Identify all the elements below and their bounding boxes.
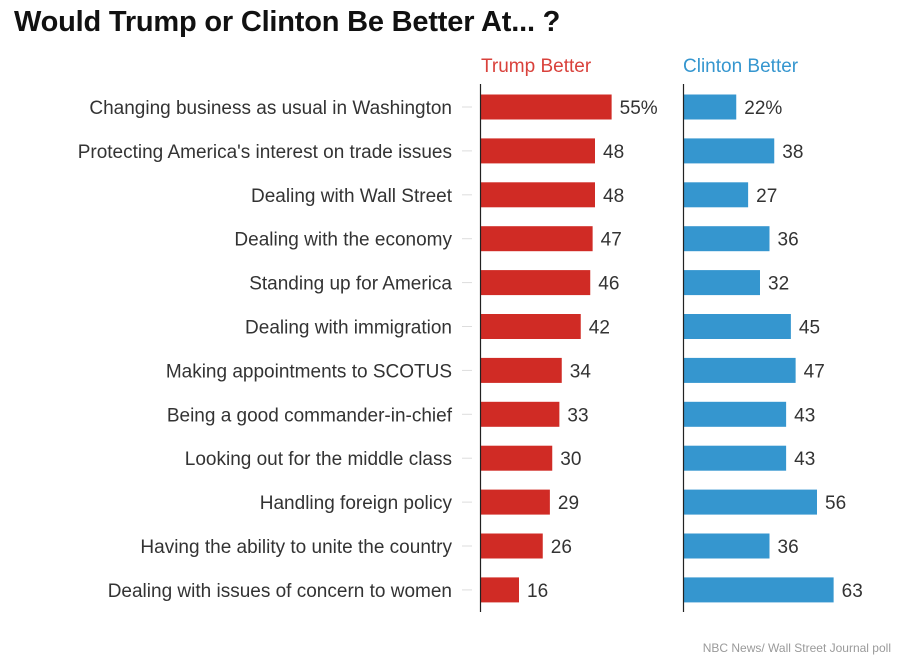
value-label-clinton: 43: [794, 405, 815, 426]
bar-trump: [481, 314, 581, 339]
bar-trump: [481, 270, 591, 296]
legend-clinton-better: Clinton Better: [683, 56, 799, 77]
bar-trump: [481, 138, 595, 164]
value-label-trump: 29: [558, 493, 579, 514]
value-label-trump: 16: [527, 581, 548, 602]
source-note: NBC News/ Wall Street Journal poll: [702, 641, 891, 655]
bar-clinton: [684, 226, 770, 252]
value-label-clinton: 22%: [744, 98, 782, 119]
category-label: Changing business as usual in Washington: [89, 98, 452, 119]
value-label-clinton: 63: [842, 581, 863, 602]
value-label-trump: 30: [560, 449, 581, 470]
value-label-clinton: 43: [794, 449, 815, 470]
bar-clinton: [684, 489, 817, 515]
bar-trump: [481, 445, 553, 471]
bar-clinton: [684, 401, 787, 427]
value-label-trump: 33: [567, 405, 588, 426]
bar-trump: [481, 182, 595, 208]
value-label-clinton: 56: [825, 493, 846, 514]
category-label: Making appointments to SCOTUS: [166, 361, 452, 382]
category-label: Being a good commander-in-chief: [167, 405, 453, 426]
category-label: Handling foreign policy: [260, 493, 453, 514]
bar-trump: [481, 94, 612, 120]
bar-trump: [481, 533, 543, 559]
category-label: Dealing with immigration: [245, 318, 452, 339]
value-label-clinton: 27: [756, 186, 777, 207]
bar-clinton: [684, 138, 775, 164]
value-labels: 55% 48 48 47 46 42 34 33 30 29 26 16 22% 38 27 36 32 45 47…: [527, 98, 863, 602]
category-labels: Changing business as usual in Washington…: [78, 98, 453, 602]
category-label: Dealing with Wall Street: [251, 186, 453, 207]
legend: Trump Better Clinton Better: [481, 56, 799, 77]
bar-clinton: [684, 357, 796, 383]
bar-clinton: [684, 445, 787, 471]
value-label-trump: 46: [598, 274, 619, 295]
chart-title: Would Trump or Clinton Be Better At... ?: [14, 6, 561, 38]
bar-clinton: [684, 94, 737, 120]
value-label-clinton: 32: [768, 274, 789, 295]
value-label-trump: 48: [603, 142, 624, 163]
category-label: Protecting America's interest on trade i…: [78, 142, 452, 163]
value-label-clinton: 36: [778, 230, 799, 251]
category-ticks: [462, 106, 472, 591]
value-label-clinton: 38: [782, 142, 803, 163]
category-label: Dealing with the economy: [234, 230, 452, 251]
value-label-clinton: 45: [799, 318, 820, 339]
value-label-trump: 34: [570, 361, 592, 382]
legend-trump-better: Trump Better: [481, 56, 592, 77]
bar-trump: [481, 489, 550, 515]
value-label-clinton: 47: [804, 361, 825, 382]
category-label: Dealing with issues of concern to women: [108, 581, 452, 602]
bar-trump: [481, 226, 593, 252]
category-label: Having the ability to unite the country: [140, 537, 452, 558]
category-label: Looking out for the middle class: [185, 449, 452, 470]
category-label: Standing up for America: [249, 274, 452, 295]
bar-trump: [481, 401, 560, 427]
bar-clinton: [684, 314, 791, 339]
bar-clinton: [684, 270, 760, 296]
value-label-trump: 48: [603, 186, 624, 207]
bar-trump: [481, 357, 562, 383]
bar-clinton: [684, 533, 770, 559]
bar-trump: [481, 577, 519, 603]
value-label-trump: 47: [601, 230, 622, 251]
value-label-trump: 55%: [620, 98, 658, 119]
bar-clinton: [684, 577, 834, 603]
value-label-trump: 42: [589, 318, 610, 339]
value-label-trump: 26: [551, 537, 572, 558]
bars: [481, 94, 834, 603]
value-label-clinton: 36: [778, 537, 799, 558]
bar-clinton: [684, 182, 749, 208]
axes: [479, 84, 685, 612]
